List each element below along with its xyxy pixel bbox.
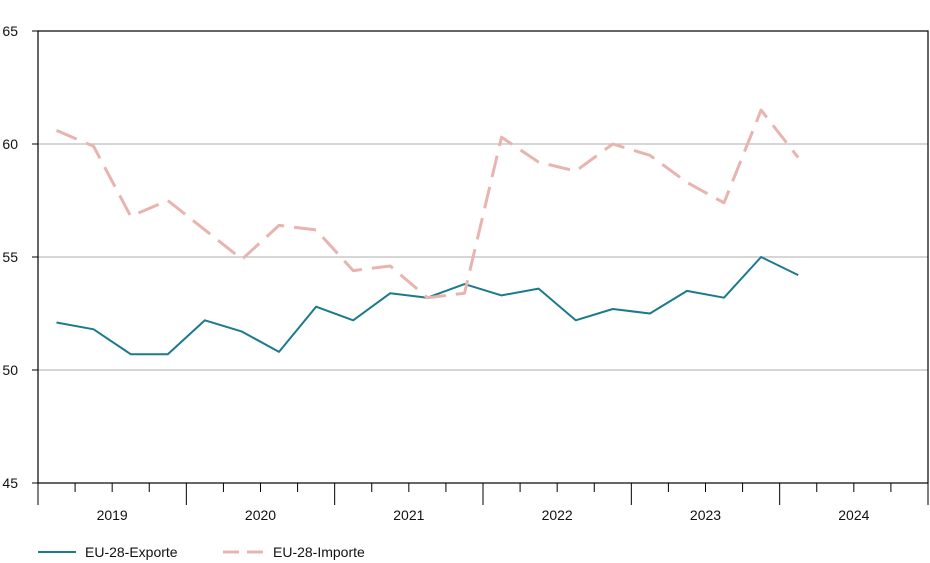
y-tick-label-50: 50 [2,362,18,378]
grid-lines [38,143,928,371]
x-tick-label-2022: 2022 [542,507,573,523]
y-tick-labels: 45 50 55 60 65 [2,23,18,491]
y-tick-label-45: 45 [2,475,18,491]
y-tick-label-60: 60 [2,136,18,152]
x-tick-label-2020: 2020 [245,507,276,523]
x-tick-label-2021: 2021 [393,507,424,523]
y-tick-label-55: 55 [2,249,18,265]
series-line-imports [55,108,800,300]
series-line-exports [56,256,799,356]
series-lines [55,108,800,356]
legend-label-imports: EU-28-Importe [273,544,365,560]
x-tick-label-2024: 2024 [838,507,869,523]
legend-label-exports: EU-28-Exporte [85,544,178,560]
x-tick-labels: 2019 2020 2021 2022 2023 2024 [97,507,870,523]
axes [32,30,929,505]
legend: EU-28-Exporte EU-28-Importe [38,544,365,560]
x-tick-label-2019: 2019 [97,507,128,523]
y-tick-label-65: 65 [2,23,18,39]
x-tick-label-2023: 2023 [690,507,721,523]
